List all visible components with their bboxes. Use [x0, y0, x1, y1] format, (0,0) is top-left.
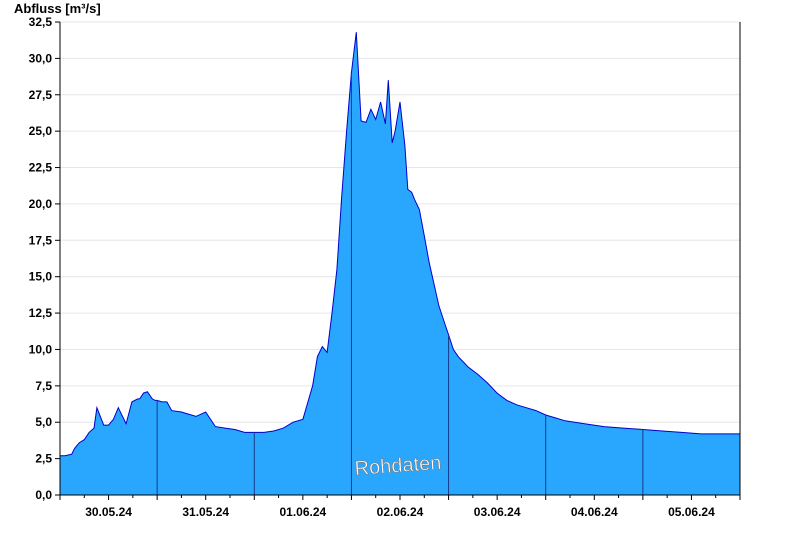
y-tick-label: 20,0	[29, 197, 53, 211]
discharge-area	[60, 32, 741, 495]
x-tick-label: 31.05.24	[182, 505, 229, 519]
y-tick-label: 12,5	[29, 306, 53, 320]
x-tick-label: 03.06.24	[474, 505, 521, 519]
y-axis-title: Abfluss [m³/s]	[14, 1, 101, 16]
x-tick-label: 30.05.24	[85, 505, 132, 519]
watermark-label: Rohdaten	[354, 452, 442, 480]
y-tick-label: 7,5	[35, 379, 52, 393]
axes	[59, 22, 741, 500]
y-tick-label: 30,0	[29, 51, 53, 65]
y-tick-label: 10,0	[29, 342, 53, 356]
x-tick-label: 05.06.24	[668, 505, 715, 519]
x-tick-label: 02.06.24	[377, 505, 424, 519]
x-tick-label: 04.06.24	[571, 505, 618, 519]
y-tick-label: 32,5	[29, 15, 53, 29]
y-tick-label: 17,5	[29, 233, 53, 247]
y-tick-labels: 0,0 2,5 5,0 7,5 10,0 12,5 15,0 17,5 20,0 22,5 25,0…	[29, 15, 53, 502]
y-tick-label: 0,0	[35, 488, 52, 502]
y-tick-label: 5,0	[35, 415, 52, 429]
y-tick-label: 22,5	[29, 161, 53, 175]
y-tick-label: 15,0	[29, 270, 53, 284]
discharge-line	[60, 32, 741, 457]
y-tick-label: 25,0	[29, 124, 53, 138]
y-tick-label: 27,5	[29, 88, 53, 102]
day-separator-lines	[156, 72, 644, 495]
y-tick-label: 2,5	[35, 452, 52, 466]
x-tick-labels: 30.05.24 31.05.24 01.06.24 02.06.24 03.06.24…	[85, 505, 715, 519]
discharge-area-fill	[60, 32, 740, 495]
x-tick-label: 01.06.24	[279, 505, 326, 519]
